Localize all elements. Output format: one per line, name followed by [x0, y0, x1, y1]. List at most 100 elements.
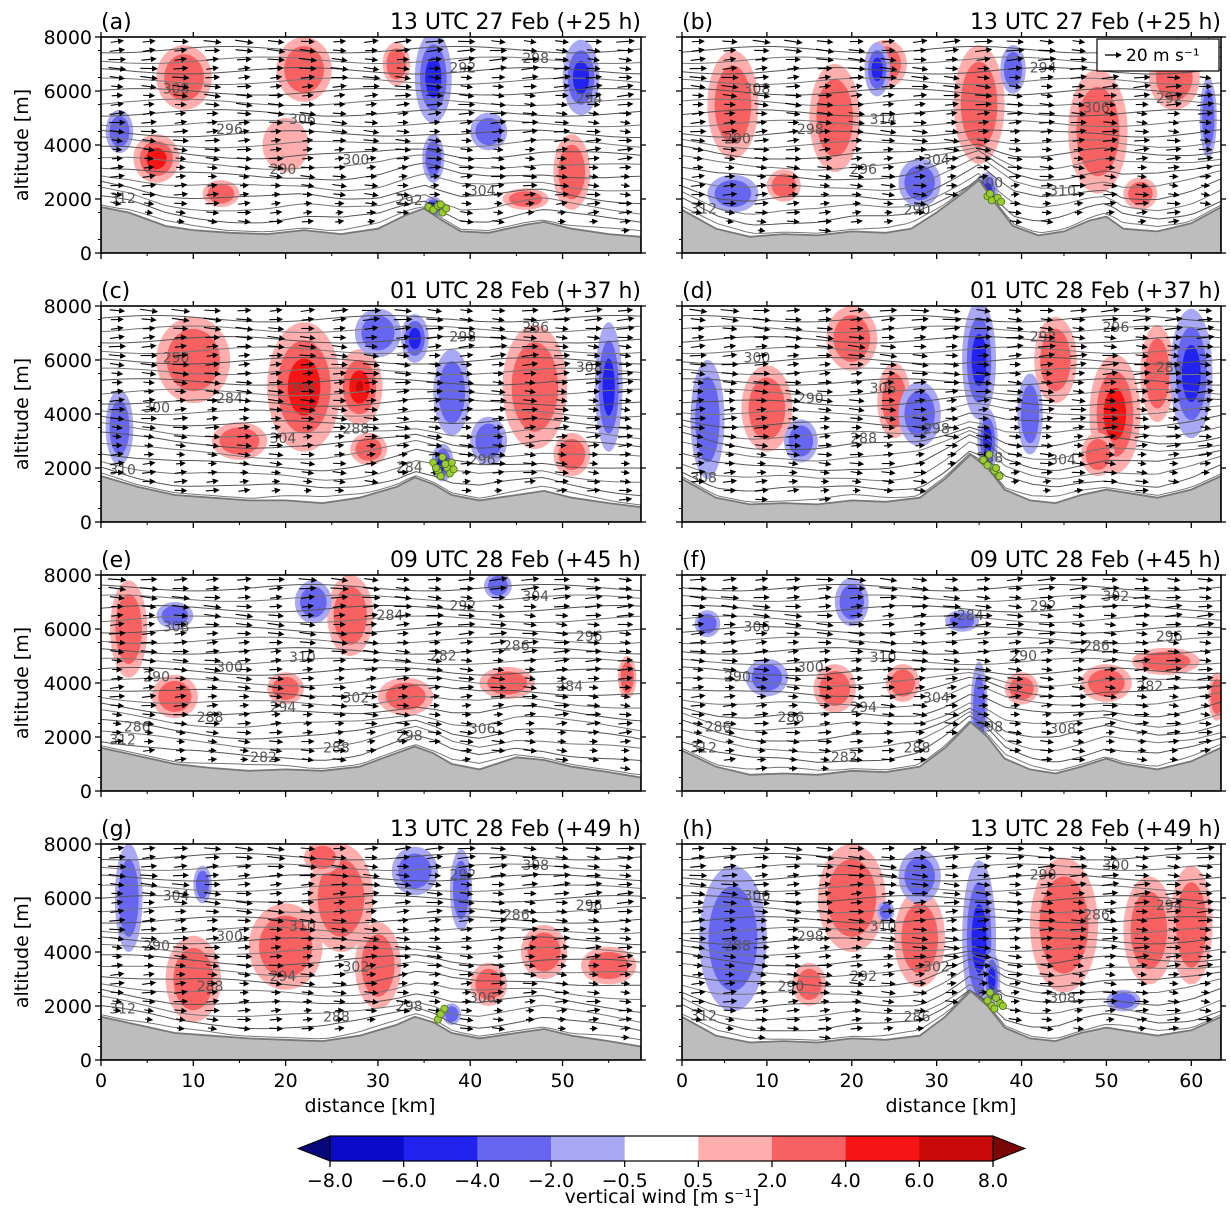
wind-arrow	[176, 747, 186, 754]
wind-arrow	[396, 191, 411, 198]
wind-arrow	[589, 971, 599, 978]
wind-arrow	[269, 173, 283, 180]
wind-arrow	[235, 47, 254, 54]
wind-arrow	[172, 137, 189, 144]
wind-arrow	[1169, 693, 1179, 700]
wind-arrow	[490, 65, 507, 72]
wind-arrow	[722, 92, 738, 99]
wind-arrow	[913, 56, 927, 63]
wind-arrow	[490, 119, 507, 126]
isentrope-line	[682, 98, 1221, 107]
wind-arrow	[619, 585, 633, 592]
wind-arrow	[1198, 603, 1213, 610]
wind-arrow	[1136, 675, 1149, 682]
wind-arrow	[586, 47, 601, 54]
wind-arrow	[786, 83, 801, 90]
wind-arrow	[618, 56, 633, 63]
wind-arrow	[555, 478, 570, 485]
wind-arrow	[331, 881, 348, 888]
panel-plot-area: 3123103063043023083002982962942922902882…	[101, 844, 641, 1060]
isentrope-line	[101, 136, 641, 149]
isentrope-label: 290	[724, 669, 751, 685]
wind-arrow	[491, 747, 506, 754]
isentrope-label: 288	[850, 431, 877, 447]
observation-point	[432, 463, 441, 472]
wind-arrow	[364, 191, 379, 198]
wind-arrow	[587, 478, 601, 485]
wind-arrow	[915, 155, 926, 162]
wind-arrow	[880, 56, 897, 63]
wind-arrow	[460, 74, 473, 81]
isentrope-label: 298	[797, 122, 824, 138]
wind-arrow	[556, 675, 568, 682]
wind-arrow	[585, 74, 603, 81]
wind-arrow	[173, 146, 188, 153]
wind-arrow	[110, 164, 125, 171]
wind-arrow	[204, 307, 222, 314]
wind-arrow	[304, 487, 312, 494]
isentrope-line	[682, 137, 1221, 150]
y-tick-label: 4000	[44, 404, 92, 426]
wind-arrow	[397, 639, 410, 646]
panel-letter: (b)	[682, 10, 713, 35]
wind-arrow	[207, 218, 218, 225]
x-tick-label: 20	[274, 1070, 298, 1092]
wind-cell	[438, 361, 466, 424]
wind-arrow	[492, 83, 505, 90]
wind-arrow	[110, 101, 124, 108]
wind-arrow	[364, 182, 379, 189]
wind-arrow	[785, 92, 802, 99]
wind-arrow	[723, 1007, 737, 1014]
wind-arrow	[945, 352, 959, 359]
wind-arrow	[430, 989, 440, 996]
wind-arrow	[754, 1007, 769, 1014]
wind-arrow	[1008, 585, 1023, 592]
wind-arrow	[883, 146, 894, 153]
wind-arrow	[694, 209, 703, 216]
wind-arrow	[205, 74, 221, 81]
wind-arrow	[1166, 137, 1181, 144]
wind-arrow	[586, 415, 601, 422]
isentrope-line	[101, 77, 641, 85]
panel-plot-area: 3123103063083023043002982962942922902882…	[101, 575, 641, 791]
isentrope-label: 288	[724, 938, 751, 954]
wind-arrow	[883, 487, 894, 494]
y-tick-label: 6000	[44, 619, 92, 641]
wind-arrow	[525, 155, 536, 162]
isentrope-label: 304	[1049, 452, 1076, 468]
wind-arrow	[459, 451, 475, 458]
isentrope-label: 306	[469, 990, 496, 1006]
wind-arrow	[557, 164, 567, 171]
panel-a: 3123063043083002982962922942902920200040…	[11, 10, 646, 265]
wind-arrow	[172, 83, 190, 90]
wind-arrow	[175, 173, 187, 180]
wind-arrow	[175, 155, 187, 162]
colorbar-tick-label: 8.0	[978, 1170, 1008, 1192]
wind-arrow	[396, 200, 411, 207]
wind-arrow	[753, 92, 771, 99]
wind-arrow	[269, 729, 283, 736]
wind-arrow	[586, 711, 602, 718]
wind-arrow	[690, 83, 706, 90]
wind-arrow	[756, 397, 768, 404]
panel-g: 3123103063043023083002982962942922902882…	[11, 817, 646, 1092]
wind-cell	[839, 584, 864, 620]
wind-cell	[1020, 384, 1040, 444]
wind-arrow	[1040, 881, 1054, 888]
wind-arrow	[236, 666, 253, 673]
wind-arrow	[723, 182, 737, 189]
wind-arrow	[268, 899, 284, 906]
wind-arrow	[788, 980, 799, 987]
observation-point	[438, 453, 447, 462]
wind-arrow	[332, 83, 347, 90]
wind-arrow	[237, 218, 251, 225]
wind-arrow	[819, 935, 831, 942]
y-tick-label: 8000	[44, 834, 92, 856]
isentrope-line	[101, 129, 641, 139]
wind-arrow	[585, 38, 603, 45]
wind-arrow	[524, 101, 537, 108]
panel-time: 01 UTC 28 Feb (+37 h)	[390, 279, 641, 304]
wind-arrow	[525, 200, 535, 207]
wind-arrow	[458, 388, 476, 395]
